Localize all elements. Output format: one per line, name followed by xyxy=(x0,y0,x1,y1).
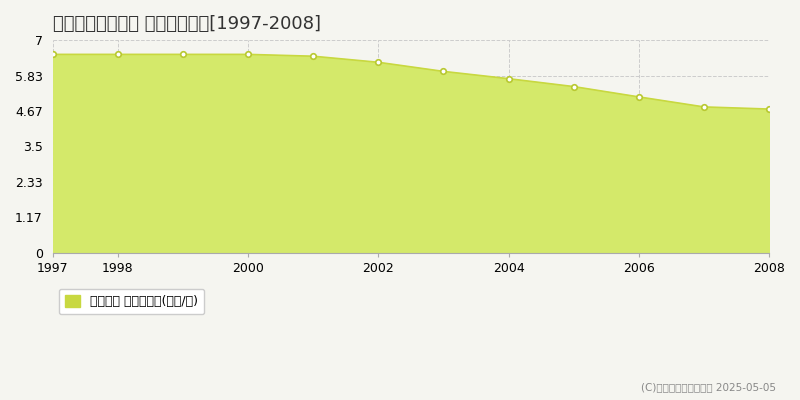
Text: (C)土地価格ドットコム 2025-05-05: (C)土地価格ドットコム 2025-05-05 xyxy=(641,382,776,392)
Text: 宮城郡利府町加瀬 基準地価推移[1997-2008]: 宮城郡利府町加瀬 基準地価推移[1997-2008] xyxy=(53,15,321,33)
Legend: 基準地価 平均坪単価(万円/坪): 基準地価 平均坪単価(万円/坪) xyxy=(59,289,204,314)
